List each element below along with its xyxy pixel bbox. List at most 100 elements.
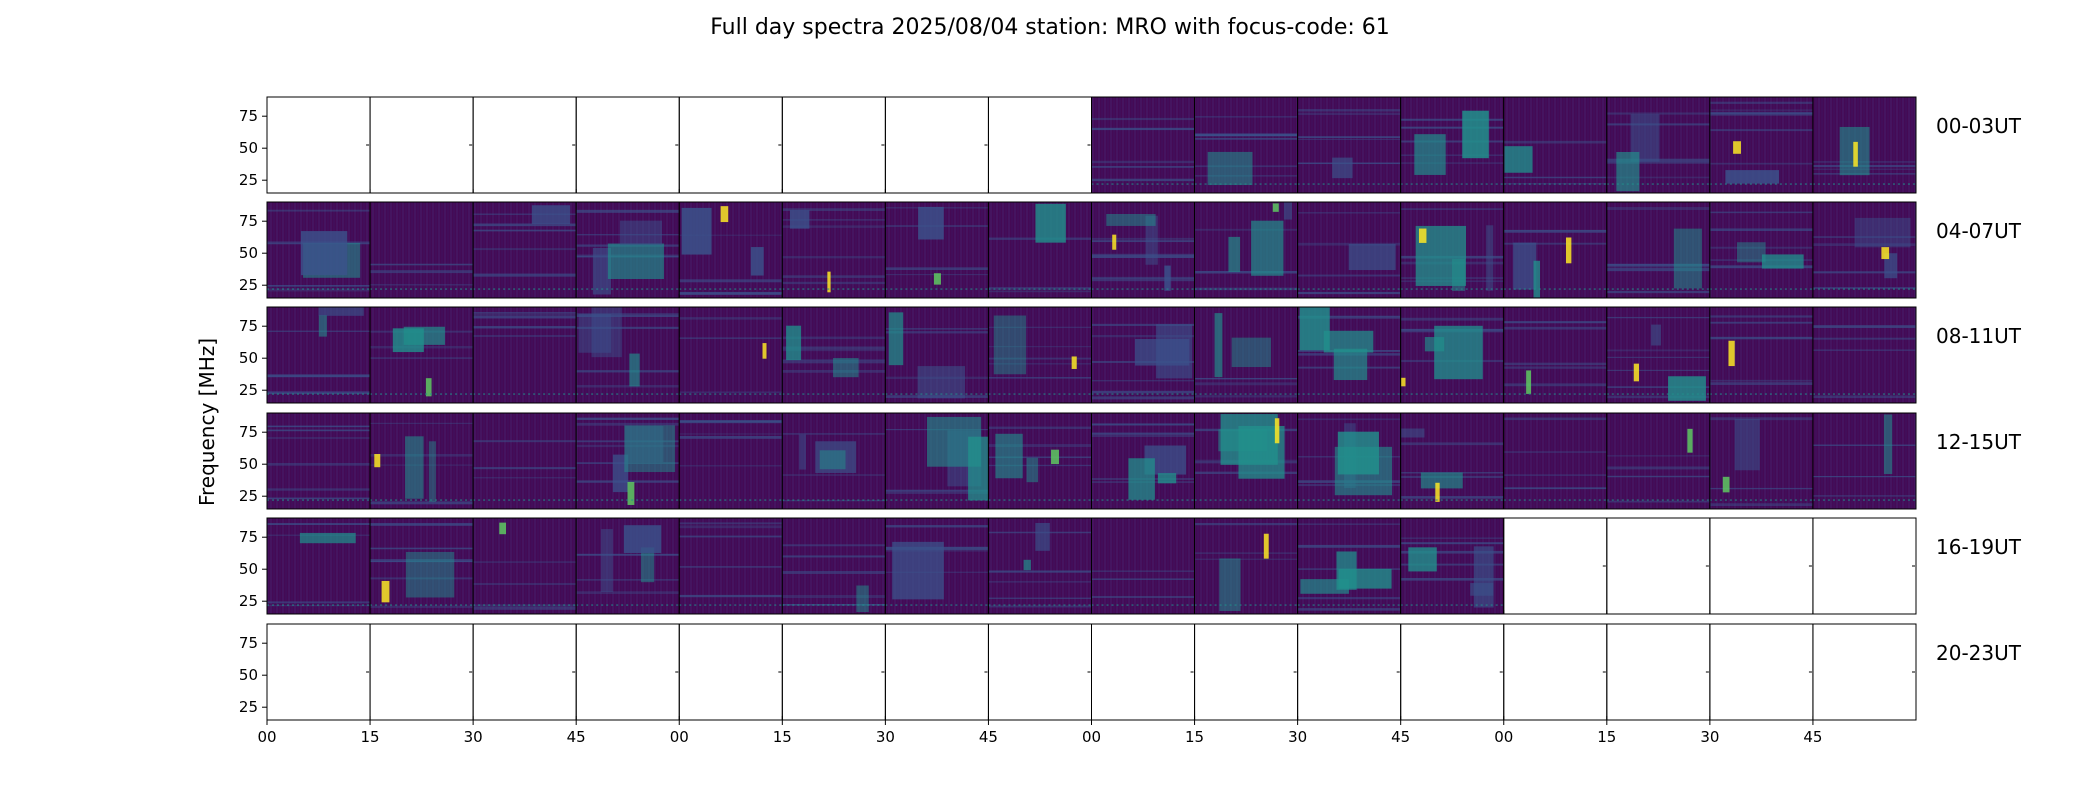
panel-frame	[266, 96, 371, 194]
spectrum-band	[1606, 466, 1710, 470]
panel-frame	[369, 96, 474, 194]
spectrum-panel	[987, 306, 1092, 404]
spectrum-panel	[1297, 201, 1402, 299]
spectrum-band	[1503, 230, 1607, 233]
spectrum-burst	[1051, 449, 1059, 465]
spectrum-band	[1194, 395, 1298, 398]
spectrum-background	[1503, 413, 1607, 509]
spectrum-panel	[266, 306, 371, 404]
spectrum-band	[1503, 487, 1607, 490]
y-tick-label: 50	[239, 666, 258, 684]
spectrum-band	[782, 474, 886, 476]
spectrum-band	[370, 605, 474, 608]
y-tick-label: 50	[239, 244, 258, 262]
spectrum-band	[1091, 117, 1195, 121]
spectrum-block	[640, 547, 655, 583]
spectrum-burst	[720, 206, 729, 223]
spectrum-block	[819, 450, 846, 470]
spectrum-block	[1106, 214, 1156, 226]
spectrum-panel	[1503, 96, 1608, 194]
spectrum-band	[1297, 544, 1401, 548]
spectrum-block	[1334, 446, 1393, 496]
spectrum-band	[1503, 474, 1607, 476]
spectrum-band	[267, 497, 371, 500]
spectrum-band	[1091, 160, 1195, 164]
spectrum-band	[1091, 424, 1195, 426]
spectrum-band	[1091, 570, 1195, 573]
panel-frame	[369, 623, 474, 721]
spectrum-block	[1323, 330, 1374, 353]
spectrum-band	[1503, 176, 1607, 179]
spectrum-panel	[1091, 412, 1196, 510]
spectrum-background	[1709, 202, 1813, 298]
spectrum-panel	[1709, 201, 1814, 299]
spectrum-panel	[1091, 96, 1196, 194]
spectrum-band	[1606, 395, 1710, 399]
x-tick-label: 30	[1288, 728, 1307, 746]
spectrum-band	[679, 279, 783, 283]
x-tick-label: 15	[361, 728, 380, 746]
spectrum-band	[267, 285, 371, 287]
panel-frame	[987, 96, 1092, 194]
spectrum-panel	[266, 412, 371, 510]
spectrum-block	[1408, 547, 1437, 572]
spectrum-block	[1736, 242, 1766, 263]
spectrum-background	[782, 518, 886, 614]
spectrum-band	[473, 477, 577, 479]
spectrum-block	[578, 313, 612, 353]
spectrum-burst	[374, 454, 381, 468]
spectrum-band	[679, 436, 783, 439]
spectrum-band	[988, 346, 1092, 348]
spectrum-band	[473, 248, 577, 251]
spectrum-band	[576, 579, 680, 581]
spectrum-band	[370, 263, 474, 266]
spectrum-band	[473, 326, 577, 329]
spectrum-burst	[499, 522, 507, 535]
spectrum-block	[1616, 151, 1640, 192]
spectrum-band	[1709, 211, 1813, 214]
spectrum-band	[782, 555, 886, 558]
spectrum-band	[370, 547, 474, 550]
spectrum-panel	[575, 623, 680, 721]
spectrum-band	[885, 525, 989, 528]
spectrum-panel	[1091, 623, 1196, 721]
spectrum-band	[370, 523, 474, 526]
spectrum-panel	[1194, 96, 1299, 194]
spectrum-band	[1812, 494, 1916, 497]
spectrum-band	[1400, 442, 1504, 446]
panel-frame	[1606, 623, 1711, 721]
spectrum-block	[623, 525, 662, 553]
spectrum-band	[473, 335, 577, 337]
spectrum-band	[988, 570, 1092, 573]
spectrum-background	[267, 413, 371, 509]
spectrum-band	[267, 601, 371, 604]
spectrum-band	[988, 444, 1092, 447]
row-label: 16-19UT	[1936, 535, 2022, 559]
spectrum-block	[1348, 244, 1396, 271]
spectrum-band	[1503, 366, 1607, 369]
spectrum-burst	[933, 273, 941, 285]
spectrum-panel	[1400, 412, 1505, 510]
row-label: 08-11UT	[1936, 324, 2022, 348]
spectrum-panel	[1812, 517, 1917, 615]
spectra-row-08-11UT: 25 50 75	[239, 306, 1917, 404]
spectrum-background	[1194, 307, 1298, 403]
spectrum-band	[782, 544, 886, 547]
spectrum-panel	[1194, 412, 1299, 510]
spectrum-block	[681, 207, 712, 255]
spectrum-band	[679, 535, 783, 538]
spectrum-burst	[1071, 356, 1077, 369]
spectrum-band	[576, 553, 680, 556]
spectrum-band	[988, 464, 1092, 467]
x-tick-label: 30	[464, 728, 483, 746]
spectrum-background	[1812, 413, 1916, 509]
spectrum-band	[1709, 382, 1813, 385]
spectrum-panel	[369, 517, 474, 615]
spectrum-block	[968, 436, 989, 501]
spectrum-band	[1091, 240, 1195, 243]
spectrum-burst	[1274, 418, 1280, 444]
spectrum-band	[1503, 140, 1607, 144]
spectrum-band	[1606, 263, 1710, 266]
spectrum-band	[1709, 417, 1813, 421]
spectrum-panel	[1297, 517, 1402, 615]
